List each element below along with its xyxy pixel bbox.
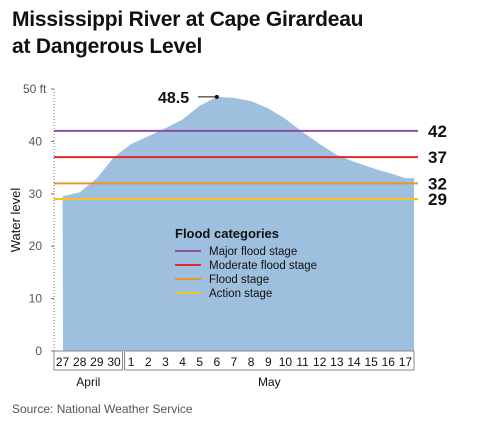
x-tick-label: 30 (107, 355, 121, 369)
x-tick-label: 8 (248, 355, 255, 369)
x-tick-label: 11 (296, 355, 309, 369)
water-level-area-layer (62, 96, 414, 352)
peak-dot (214, 94, 219, 99)
x-tick-label: 14 (347, 355, 361, 369)
y-axis: 0 10 20 30 40 50 ft Water level (8, 82, 55, 358)
month-box (53, 350, 124, 371)
chart-title: Mississippi River at Cape Girardeau at D… (12, 6, 364, 60)
title-line-2: at Dangerous Level (12, 35, 203, 58)
legend-label-moderate-flood-stage: Moderate flood stage (209, 260, 317, 272)
legend-label-major-flood-stage: Major flood stage (209, 246, 297, 258)
x-tick-label: 13 (330, 355, 344, 369)
moderate-flood-stage-value-label: 37 (428, 148, 447, 167)
y-tick-label: 40 (29, 134, 43, 148)
action-stage-value-label: 29 (428, 190, 447, 209)
month-label: April (76, 375, 100, 389)
x-tick-label: 1 (128, 355, 135, 369)
x-tick-label: 29 (90, 355, 104, 369)
x-tick-label: 2 (145, 355, 152, 369)
x-tick-label: 17 (399, 355, 413, 369)
y-axis-title: Water level (8, 188, 23, 253)
month-label: May (258, 375, 281, 389)
x-tick-label: 4 (179, 355, 186, 369)
y-tick-label: 10 (29, 292, 43, 306)
peak-value-label: 48.5 (158, 90, 189, 107)
legend-title: Flood categories (175, 226, 279, 241)
x-tick-label: 10 (279, 355, 293, 369)
x-tick-label: 9 (265, 355, 272, 369)
title-line-1: Mississippi River at Cape Girardeau (12, 8, 364, 31)
y-tick-label: 20 (29, 239, 43, 253)
legend: Flood categories Major flood stage Moderat… (175, 226, 317, 300)
x-tick-label: 27 (56, 355, 70, 369)
legend-label-flood-stage: Flood stage (209, 274, 269, 286)
x-tick-label: 28 (73, 355, 87, 369)
month-box (124, 350, 415, 371)
x-tick-label: 5 (196, 355, 203, 369)
x-tick-label: 7 (231, 355, 238, 369)
y-tick-label: 50 ft (23, 82, 47, 96)
flood-stage-value-label: 32 (428, 174, 447, 193)
y-tick-label: 30 (29, 187, 43, 201)
source-note: Source: National Weather Service (12, 402, 193, 416)
peak-annotation: 48.5 (158, 90, 219, 107)
major-flood-stage-value-label: 42 (428, 122, 447, 141)
x-tick-label: 3 (162, 355, 169, 369)
x-tick-label: 15 (364, 355, 378, 369)
x-tick-label: 12 (313, 355, 327, 369)
x-tick-label: 6 (214, 355, 221, 369)
legend-label-action-stage: Action stage (209, 288, 272, 300)
y-tick-label: 0 (35, 344, 42, 358)
x-tick-label: 16 (382, 355, 396, 369)
water-level-area (62, 96, 414, 352)
